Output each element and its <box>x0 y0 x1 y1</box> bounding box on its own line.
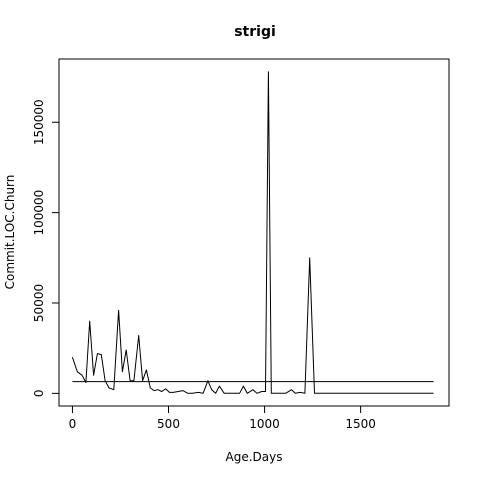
x-tick-label: 1000 <box>249 417 280 431</box>
y-tick-label: 0 <box>32 390 46 398</box>
y-axis: 0 50000 100000 150000 <box>32 99 60 398</box>
x-tick-label: 1500 <box>345 417 376 431</box>
y-tick-label: 100000 <box>32 190 46 236</box>
x-tick-label: 500 <box>157 417 180 431</box>
x-axis-label: Age.Days <box>226 450 283 464</box>
y-axis-label: Commit.LOC.Churn <box>3 175 17 290</box>
y-tick-label: 150000 <box>32 99 46 145</box>
y-tick-label: 50000 <box>32 284 46 322</box>
series-layer <box>71 71 434 394</box>
x-axis: 0 500 1000 1500 <box>69 405 376 431</box>
chart-title: strigi <box>234 24 276 40</box>
series-line-1 <box>71 71 434 394</box>
x-tick-label: 0 <box>69 417 77 431</box>
